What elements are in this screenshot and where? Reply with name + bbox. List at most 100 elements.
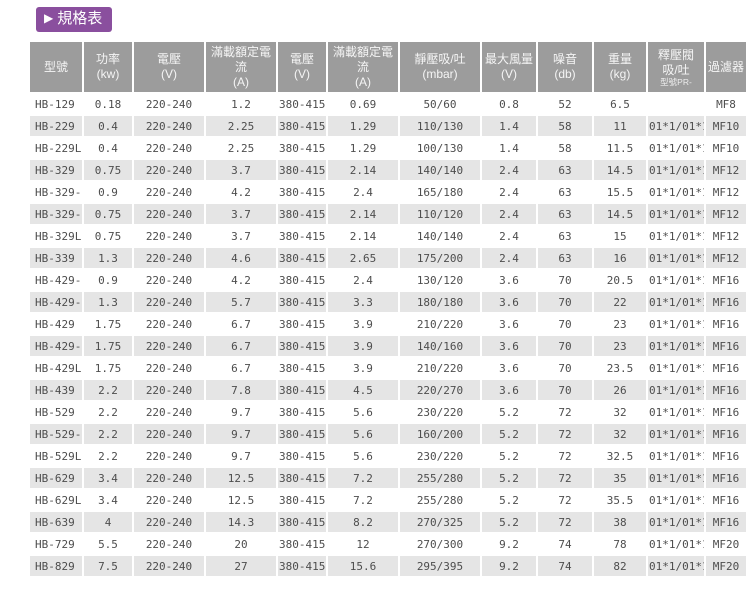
- value-cell: 63: [538, 182, 592, 202]
- value-cell: MF16: [706, 424, 746, 444]
- table-row: HB-439 2.2 220-240 7.8 380-415 4.5 220/270 3.6 7…: [30, 380, 746, 400]
- table-row: HB-639 4 220-240 14.3 380-415 8.2 270/325 5.2 72…: [30, 512, 746, 532]
- value-cell: 8.2: [328, 512, 398, 532]
- value-cell: MF16: [706, 292, 746, 312]
- value-cell: 01*1/01*1: [648, 116, 704, 136]
- value-cell: 82: [594, 556, 646, 576]
- value-cell: 380-415: [278, 160, 326, 180]
- value-cell: 14.5: [594, 204, 646, 224]
- value-cell: 380-415: [278, 182, 326, 202]
- value-cell: 380-415: [278, 556, 326, 576]
- value-cell: 220-240: [134, 534, 204, 554]
- value-cell: 220-240: [134, 226, 204, 246]
- model-cell: HB-329: [30, 160, 82, 180]
- value-cell: 160/200: [400, 424, 480, 444]
- value-cell: 255/280: [400, 490, 480, 510]
- value-cell: 230/220: [400, 402, 480, 422]
- value-cell: 72: [538, 446, 592, 466]
- value-cell: 58: [538, 138, 592, 158]
- value-cell: 220/270: [400, 380, 480, 400]
- value-cell: [648, 94, 704, 114]
- value-cell: 3.9: [328, 314, 398, 334]
- value-cell: 4.2: [206, 270, 276, 290]
- value-cell: 0.9: [84, 270, 132, 290]
- value-cell: 100/130: [400, 138, 480, 158]
- value-cell: 01*1/01*1: [648, 182, 704, 202]
- value-cell: 0.9: [84, 182, 132, 202]
- value-cell: 3.6: [482, 270, 536, 290]
- table-row: HB-329L 0.75 220-240 3.7 380-415 2.14 140/140 2…: [30, 226, 746, 246]
- value-cell: 380-415: [278, 402, 326, 422]
- value-cell: 35.5: [594, 490, 646, 510]
- value-cell: 6.5: [594, 94, 646, 114]
- model-cell: HB-529: [30, 402, 82, 422]
- column-header-10: 釋壓閥 吸/吐 型號PR-: [648, 42, 704, 92]
- value-cell: 11.5: [594, 138, 646, 158]
- column-header-4: 電壓 (V): [278, 42, 326, 92]
- value-cell: 01*1/01*1: [648, 248, 704, 268]
- value-cell: 295/395: [400, 556, 480, 576]
- value-cell: MF16: [706, 402, 746, 422]
- value-cell: 220-240: [134, 160, 204, 180]
- value-cell: 1.2: [206, 94, 276, 114]
- value-cell: 38: [594, 512, 646, 532]
- value-cell: 220-240: [134, 446, 204, 466]
- value-cell: 380-415: [278, 336, 326, 356]
- value-cell: 380-415: [278, 512, 326, 532]
- value-cell: 22: [594, 292, 646, 312]
- model-cell: HB-529L: [30, 446, 82, 466]
- value-cell: 7.2: [328, 490, 398, 510]
- table-row: HB-229 0.4 220-240 2.25 380-415 1.29 110/130 1.…: [30, 116, 746, 136]
- value-cell: 110/120: [400, 204, 480, 224]
- value-cell: 220-240: [134, 182, 204, 202]
- table-row: HB-529L 2.2 220-240 9.7 380-415 5.6 230/220 5.2…: [30, 446, 746, 466]
- column-header-8: 噪音 (db): [538, 42, 592, 92]
- value-cell: 9.7: [206, 402, 276, 422]
- table-row: HB-429-10.9220-2404.2380-4152.4130/1203.…: [30, 270, 746, 290]
- table-row: HB-429-91.75220-2406.7380-4153.9140/1603…: [30, 336, 746, 356]
- value-cell: 220-240: [134, 248, 204, 268]
- value-cell: MF16: [706, 336, 746, 356]
- value-cell: 70: [538, 292, 592, 312]
- value-cell: 15: [594, 226, 646, 246]
- value-cell: 63: [538, 160, 592, 180]
- value-cell: 380-415: [278, 468, 326, 488]
- table-row: HB-529 2.2 220-240 9.7 380-415 5.6 230/220 5.2 7…: [30, 402, 746, 422]
- value-cell: MF16: [706, 468, 746, 488]
- value-cell: MF16: [706, 314, 746, 334]
- value-cell: 255/280: [400, 468, 480, 488]
- model-cell: HB-729: [30, 534, 82, 554]
- value-cell: 220-240: [134, 468, 204, 488]
- value-cell: 220-240: [134, 424, 204, 444]
- value-cell: 220-240: [134, 94, 204, 114]
- value-cell: 74: [538, 534, 592, 554]
- value-cell: 14.5: [594, 160, 646, 180]
- model-cell: HB-329-9: [30, 204, 82, 224]
- value-cell: 3.7: [206, 204, 276, 224]
- value-cell: 5.6: [328, 446, 398, 466]
- column-header-0: 型號: [30, 42, 82, 92]
- value-cell: 0.75: [84, 160, 132, 180]
- value-cell: 11: [594, 116, 646, 136]
- value-cell: 380-415: [278, 314, 326, 334]
- value-cell: 380-415: [278, 534, 326, 554]
- value-cell: 3.4: [84, 468, 132, 488]
- value-cell: MF16: [706, 358, 746, 378]
- table-row: HB-429-21.3220-2405.7380-4153.3180/1803.…: [30, 292, 746, 312]
- value-cell: MF16: [706, 446, 746, 466]
- value-cell: 380-415: [278, 270, 326, 290]
- value-cell: 01*1/01*1: [648, 512, 704, 532]
- value-cell: 26: [594, 380, 646, 400]
- value-cell: 16: [594, 248, 646, 268]
- model-cell: HB-639: [30, 512, 82, 532]
- value-cell: 74: [538, 556, 592, 576]
- value-cell: 3.6: [482, 336, 536, 356]
- value-cell: 3.7: [206, 160, 276, 180]
- value-cell: 2.2: [84, 402, 132, 422]
- value-cell: 14.3: [206, 512, 276, 532]
- value-cell: MF16: [706, 490, 746, 510]
- value-cell: 72: [538, 424, 592, 444]
- value-cell: 140/160: [400, 336, 480, 356]
- value-cell: 27: [206, 556, 276, 576]
- value-cell: 7.8: [206, 380, 276, 400]
